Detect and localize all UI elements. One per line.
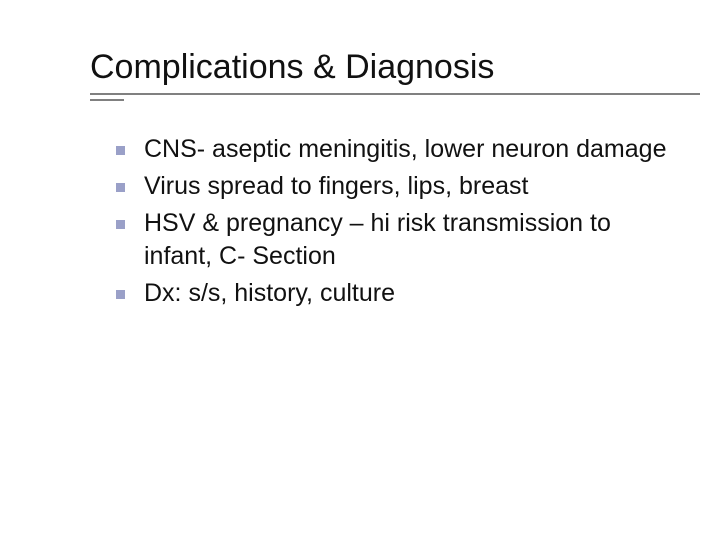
bullet-list: CNS- aseptic meningitis, lower neuron da…	[90, 133, 680, 310]
square-bullet-icon	[116, 220, 125, 229]
square-bullet-icon	[116, 183, 125, 192]
slide-title: Complications & Diagnosis	[90, 48, 680, 87]
square-bullet-icon	[116, 146, 125, 155]
slide: Complications & Diagnosis CNS- aseptic m…	[0, 0, 720, 540]
title-underline	[90, 93, 680, 103]
rule-long	[90, 93, 700, 95]
list-item: Dx: s/s, history, culture	[116, 277, 680, 310]
bullet-text: Dx: s/s, history, culture	[144, 279, 395, 307]
list-item: Virus spread to fingers, lips, breast	[116, 170, 680, 203]
bullet-text: CNS- aseptic meningitis, lower neuron da…	[144, 135, 666, 163]
list-item: CNS- aseptic meningitis, lower neuron da…	[116, 133, 680, 166]
bullet-text: HSV & pregnancy – hi risk transmission t…	[144, 209, 611, 270]
list-item: HSV & pregnancy – hi risk transmission t…	[116, 207, 680, 273]
bullet-text: Virus spread to fingers, lips, breast	[144, 172, 528, 200]
square-bullet-icon	[116, 290, 125, 299]
rule-short	[90, 99, 124, 101]
